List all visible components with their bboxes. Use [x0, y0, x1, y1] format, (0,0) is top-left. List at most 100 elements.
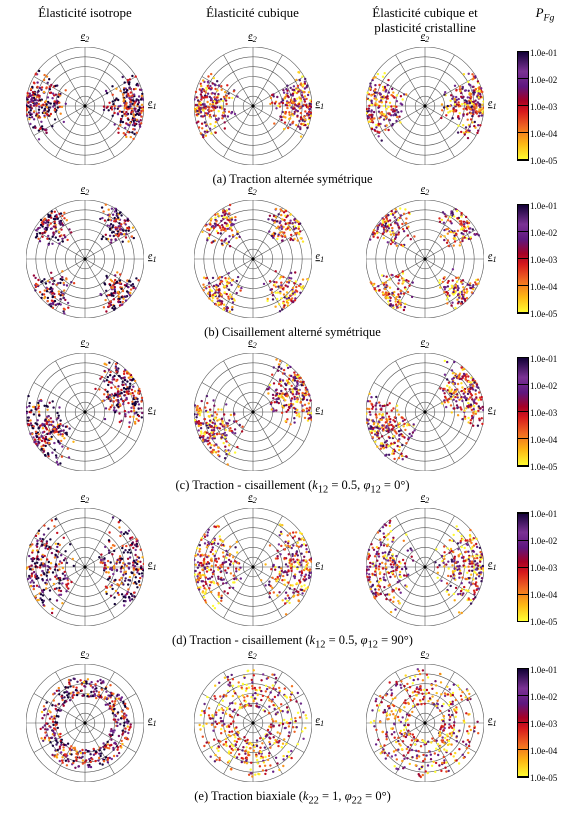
plots-group: e1e2 e1e2 e1e2 — [0, 200, 515, 318]
colorbar-tickmark — [517, 567, 529, 568]
colorbar-area: 1.0e-01 1.0e-02 1.0e-03 1.0e-04 1.0e-05 — [515, 342, 575, 482]
colorbar-tickmark — [517, 51, 529, 52]
polar-plot: e1e2 — [26, 200, 144, 318]
colorbar-tickmark — [517, 105, 529, 106]
colorbar-tickmark — [517, 695, 529, 696]
colorbar-tick-label: 1.0e-01 — [530, 665, 557, 675]
polar-plot: e1e2 — [366, 200, 484, 318]
colorbar-tickmark — [517, 204, 529, 205]
colorbar-area: 1.0e-011.0e-021.0e-031.0e-041.0e-05 — [515, 36, 575, 176]
colorbar-tick-label: 1.0e-05 — [530, 462, 557, 472]
axis-label-e2: e2 — [81, 31, 90, 44]
colorbar-tickmark — [517, 722, 529, 723]
plots-group: e1e2 e1e2 e1e2 — [0, 47, 515, 165]
colorbar-tick-label: 1.0e-02 — [530, 692, 557, 702]
polar-plot: e1e2 — [194, 200, 312, 318]
polar-plot: e1e2 — [366, 664, 484, 782]
plot-cell: e1e2 — [170, 47, 335, 165]
axis-label-e2: e2 — [421, 337, 430, 350]
axis-label-e2: e2 — [421, 492, 430, 505]
axis-label-e1: e1 — [488, 715, 497, 728]
axis-label-e1: e1 — [316, 98, 325, 111]
colorbar-tickmark — [517, 357, 529, 358]
figure-row: e1e2e1e2e1e2 1.0e-01 1.0e-02 1.0e-03 1.0e-04… — [0, 342, 585, 482]
plot-cell: e1e2 — [0, 200, 170, 318]
plot-cell: e1e2 — [335, 664, 515, 782]
axis-label-e2: e2 — [421, 31, 430, 44]
colorbar-tickmark — [517, 78, 529, 79]
colorbar-tick-label: 1.0e-03 — [530, 102, 557, 112]
colorbar-tickmark — [517, 438, 529, 439]
colorbar-tickmark — [517, 540, 529, 541]
colorbar-tick-label: 1.0e-04 — [530, 590, 557, 600]
colorbar-tick-label: 1.0e-05 — [530, 617, 557, 627]
colorbar-tick-label: 1.0e-04 — [530, 129, 557, 139]
polar-plot: e1e2 — [26, 508, 144, 626]
plot-cell: e1e2 — [0, 664, 170, 782]
colorbar-tick-label: 1.0e-03 — [530, 563, 557, 573]
colorbar-tick-label: 1.0e-04 — [530, 746, 557, 756]
axis-label-e2: e2 — [248, 648, 257, 661]
colorbar-tick-label: 1.0e-01 — [530, 48, 557, 58]
colorbar-tickmark — [517, 668, 529, 669]
axis-label-e2: e2 — [248, 337, 257, 350]
colorbar-tick-label: 1.0e-01 — [530, 354, 557, 364]
colorbar-tick-label: 1.0e-02 — [530, 228, 557, 238]
colorbar-tick-label: 1.0e-03 — [530, 719, 557, 729]
figure-page: { "columnHeaders": { "c1": "Élasticité i… — [0, 0, 585, 823]
colorbar-tick-label: 1.0e-03 — [530, 408, 557, 418]
polar-plot: e1e2 — [366, 47, 484, 165]
colorbar-tick-label: 1.0e-05 — [530, 773, 557, 783]
polar-plot: e1e2 — [194, 47, 312, 165]
colorbar-tick-label: 1.0e-04 — [530, 435, 557, 445]
colorbar-tickmark — [517, 749, 529, 750]
axis-label-e1: e1 — [488, 560, 497, 573]
colorbar-tickmark — [517, 594, 529, 595]
axis-label-e1: e1 — [316, 715, 325, 728]
colorbar-tickmark — [517, 621, 529, 622]
axis-label-e2: e2 — [81, 184, 90, 197]
axis-label-e1: e1 — [148, 98, 157, 111]
plots-group: e1e2e1e2e1e2 — [0, 353, 515, 471]
colorbar-tickmark — [517, 258, 529, 259]
axis-label-e1: e1 — [316, 251, 325, 264]
polar-plot: e1e2 — [194, 508, 312, 626]
axis-label-e1: e1 — [488, 251, 497, 264]
axis-label-e2: e2 — [248, 31, 257, 44]
axis-label-e2: e2 — [81, 337, 90, 350]
plot-cell: e1e2 — [335, 353, 515, 471]
colorbar-tickmark — [517, 465, 529, 466]
polar-plot: e1e2 — [26, 47, 144, 165]
colorbar-tick-label: 1.0e-02 — [530, 381, 557, 391]
colorbar-tickmark — [517, 384, 529, 385]
axis-label-e1: e1 — [488, 98, 497, 111]
colorbar-tickmark — [517, 312, 529, 313]
colorbar: 1.0e-011.0e-021.0e-031.0e-041.0e-05 — [517, 512, 529, 622]
colorbar-tick-label: 1.0e-01 — [530, 509, 557, 519]
plot-cell: e1e2 — [335, 200, 515, 318]
axis-label-e1: e1 — [148, 715, 157, 728]
axis-label-e2: e2 — [248, 492, 257, 505]
axis-label-e2: e2 — [421, 648, 430, 661]
plots-group: e1e2e1e2e1e2 — [0, 508, 515, 626]
colorbar: 1.0e-011.0e-021.0e-031.0e-041.0e-05 — [517, 357, 529, 467]
colorbar-tick-label: 1.0e-01 — [530, 201, 557, 211]
colorbar-area: 1.0e-011.0e-021.0e-031.0e-041.0e-05 — [515, 497, 575, 637]
axis-label-e1: e1 — [488, 404, 497, 417]
plot-cell: e1e2 — [170, 200, 335, 318]
col-header-4: PFg — [515, 6, 575, 36]
colorbar-tick-label: 1.0e-05 — [530, 309, 557, 319]
plot-cell: e1e2 — [170, 664, 335, 782]
plot-cell: e1e2 — [170, 508, 335, 626]
axis-label-e1: e1 — [316, 404, 325, 417]
axis-label-e2: e2 — [248, 184, 257, 197]
plot-cell: e1e2 — [0, 47, 170, 165]
colorbar-tickmark — [517, 513, 529, 514]
axis-label-e1: e1 — [148, 560, 157, 573]
axis-label-e2: e2 — [81, 492, 90, 505]
axis-label-e1: e1 — [316, 560, 325, 573]
axis-label-e1: e1 — [148, 251, 157, 264]
colorbar-tickmark — [517, 132, 529, 133]
rows-container: e1e2e1e2e1e21.0e-011.0e-021.0e-031.0e-04… — [0, 36, 585, 807]
colorbar-tickmark — [517, 411, 529, 412]
